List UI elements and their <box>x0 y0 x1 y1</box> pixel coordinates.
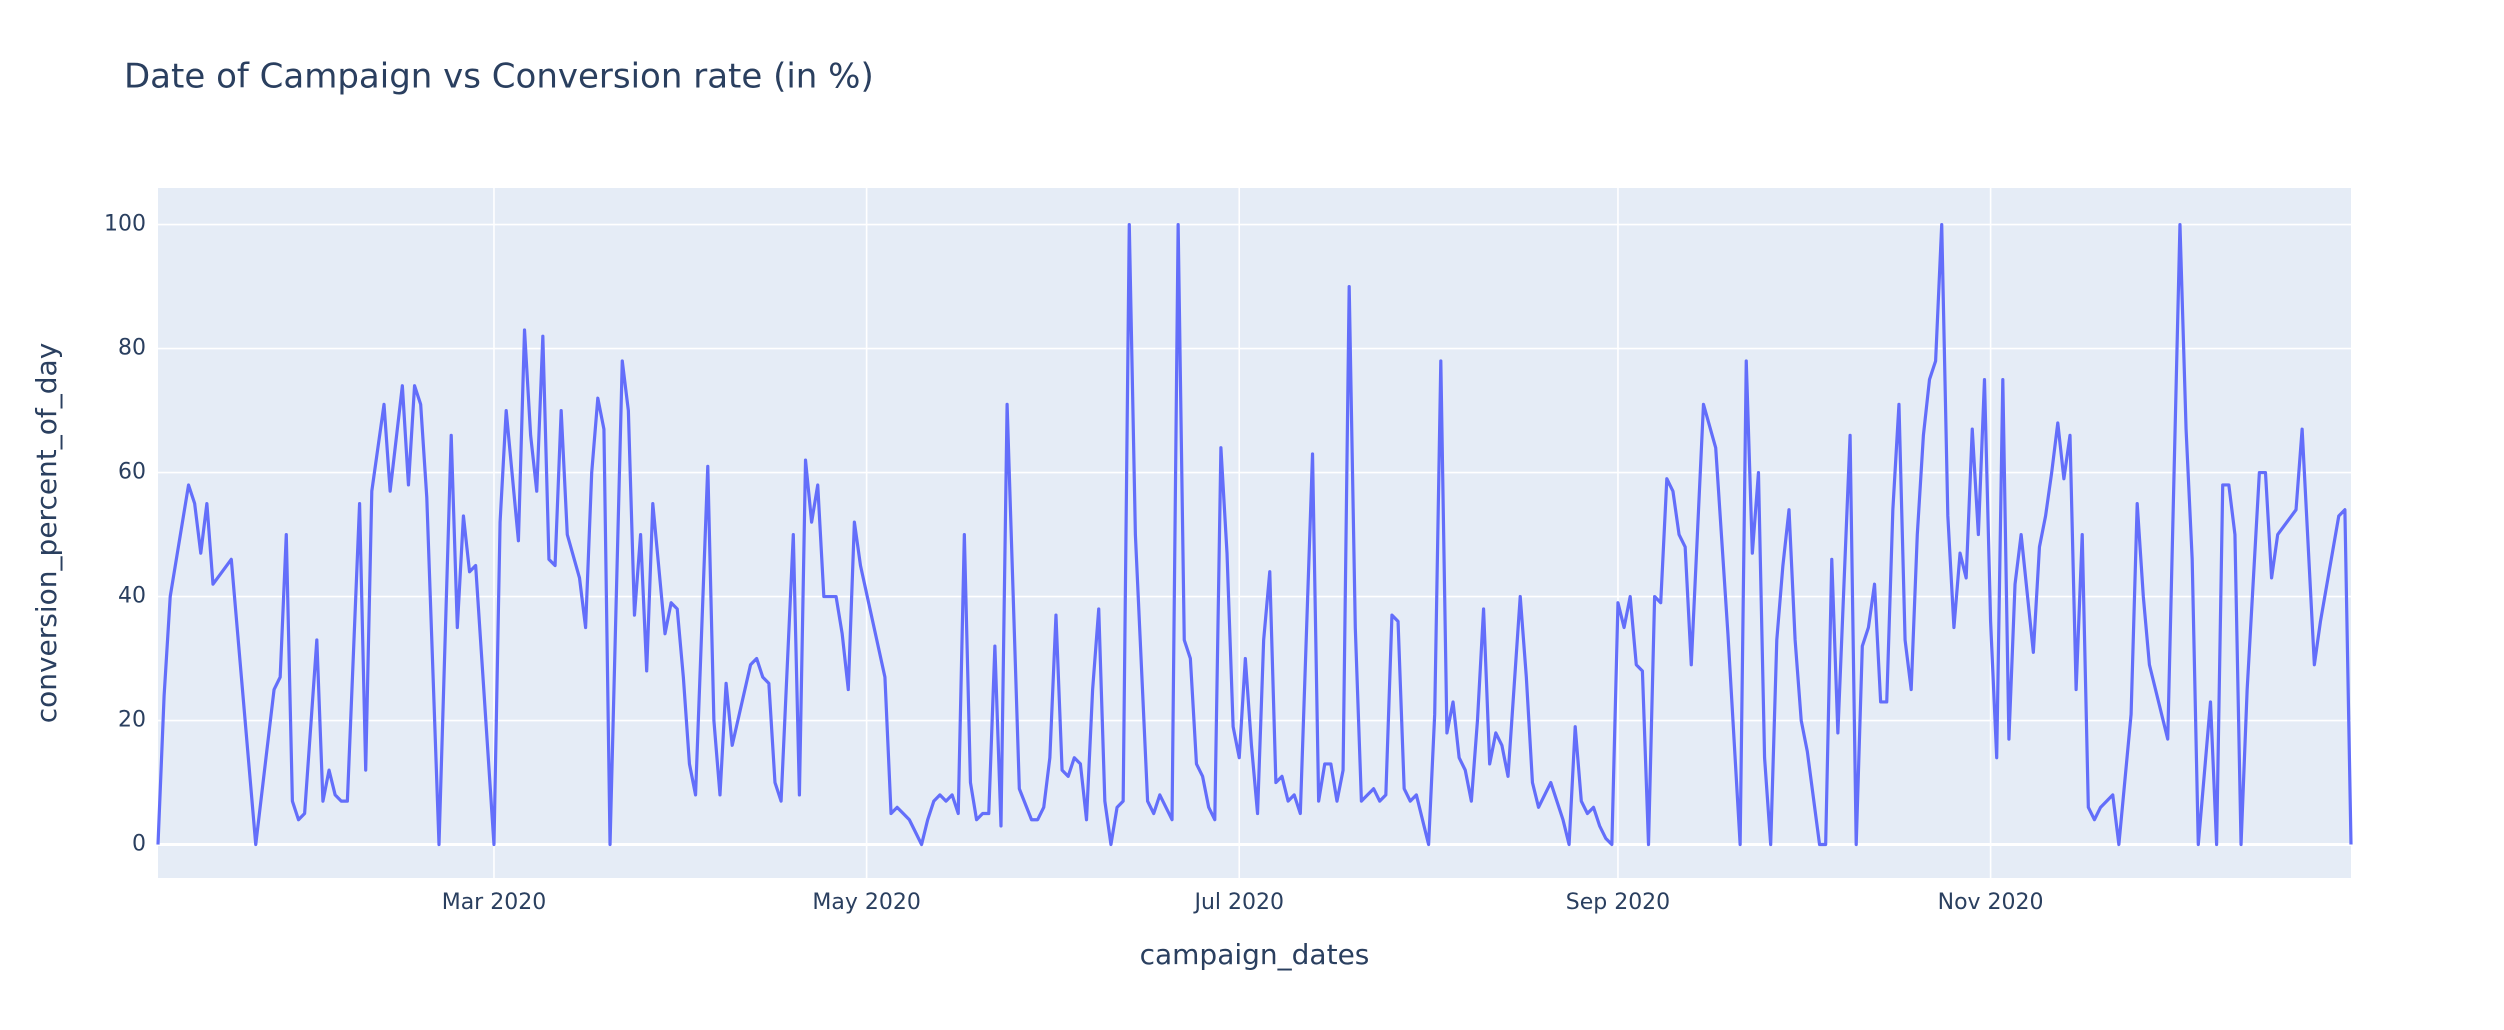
x-tick-label: Jul 2020 <box>1192 890 1284 915</box>
marks <box>156 222 2353 847</box>
x-tick-label: Mar 2020 <box>442 890 547 915</box>
x-tick-label: Sep 2020 <box>1566 890 1670 915</box>
labels: 0 20 40 60 80 100 Mar 2020 May 2020 Jul 2020 Sep … <box>104 212 2044 915</box>
y-axis-title: conversion_percent_of_day <box>30 343 63 724</box>
y-tick-label: 40 <box>118 584 146 609</box>
chart-title: Date of Campaign vs Conversion rate (in … <box>124 57 874 97</box>
y-tick-label: 80 <box>118 336 146 361</box>
y-tick-label: 60 <box>118 460 146 485</box>
y-tick-label: 0 <box>132 832 146 857</box>
data-line <box>156 222 2353 847</box>
x-tick-label: May 2020 <box>812 890 920 915</box>
x-axis-title: campaign_dates <box>1140 938 1370 971</box>
x-tick-label: Nov 2020 <box>1938 890 2044 915</box>
y-tick-label: 20 <box>118 708 146 733</box>
y-tick-label: 100 <box>104 212 146 237</box>
